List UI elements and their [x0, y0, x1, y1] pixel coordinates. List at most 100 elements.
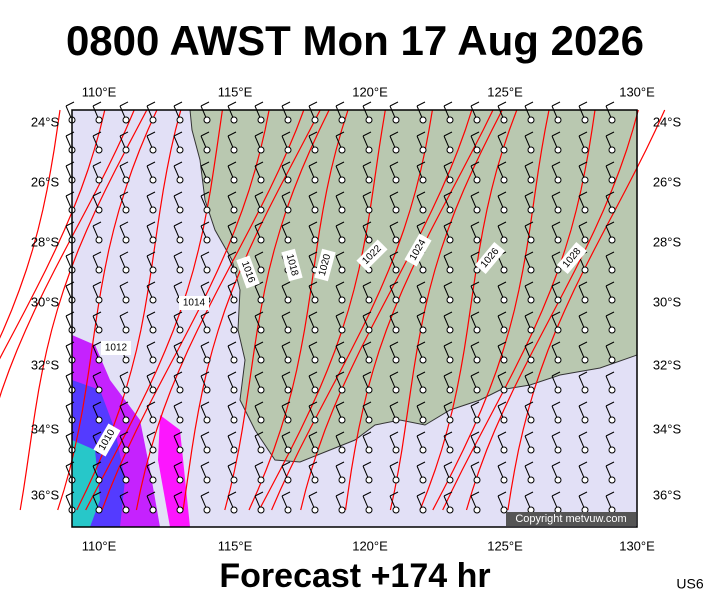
barb-station [230, 446, 238, 454]
barb-station [581, 236, 589, 244]
barb-station [500, 236, 508, 244]
barb-flag [146, 281, 156, 287]
barb-flag [497, 491, 507, 497]
barb-station [581, 116, 589, 124]
barb-flag [200, 221, 210, 227]
barb-flag [605, 371, 615, 377]
barb-station [257, 266, 265, 274]
barb-flag [200, 161, 210, 167]
barb-flag [281, 431, 291, 437]
barb-flag [335, 341, 345, 347]
barb-flag [524, 161, 534, 167]
barb-flag [308, 431, 318, 437]
barb-flag [227, 161, 237, 167]
barb-station [203, 446, 211, 454]
barb-station [527, 476, 535, 484]
barb-station [149, 236, 157, 244]
lat-label: 32°S [31, 357, 60, 372]
isobar [0, 109, 135, 399]
isobar-label-box [281, 248, 303, 282]
barb-station [311, 356, 319, 364]
barb-station [203, 326, 211, 334]
barb-station [581, 176, 589, 184]
barb-flag [92, 221, 102, 227]
barb-flag [470, 401, 480, 407]
barb-flag [146, 221, 156, 227]
barb-station [608, 356, 616, 364]
barb-flag [524, 401, 534, 407]
barb-station [176, 176, 184, 184]
model-code: US6 [676, 576, 703, 592]
barb-flag [389, 131, 399, 137]
isobar [0, 109, 61, 339]
barb-station [419, 416, 427, 424]
barb-station [581, 476, 589, 484]
barb-flag [254, 161, 264, 167]
barb-station [311, 326, 319, 334]
barb-station [176, 506, 184, 514]
barb-station [554, 116, 562, 124]
barb-flag [146, 461, 156, 467]
barb-flag [254, 371, 264, 377]
barb-station [473, 236, 481, 244]
barb-flag [605, 311, 615, 317]
barb-station [95, 476, 103, 484]
barb-flag [470, 341, 480, 347]
lat-label: 28°S [31, 234, 60, 249]
barb-station [419, 356, 427, 364]
barb-flag [497, 191, 507, 197]
barb-station [608, 176, 616, 184]
barb-station [122, 116, 130, 124]
barb-flag [578, 161, 588, 167]
barb-flag [281, 401, 291, 407]
barb-flag [308, 401, 318, 407]
barb-flag [281, 191, 291, 197]
barb-station [230, 296, 238, 304]
barb-station [122, 386, 130, 394]
barb-station [95, 236, 103, 244]
lon-label: 110°E [82, 538, 117, 553]
isobar [507, 109, 666, 511]
barb-flag [443, 251, 453, 257]
barb-station [419, 386, 427, 394]
barb-station [95, 386, 103, 394]
barb-station [500, 416, 508, 424]
barb-station [95, 176, 103, 184]
barb-flag [335, 431, 345, 437]
barb-flag [497, 281, 507, 287]
barb-station [122, 416, 130, 424]
barb-station [446, 416, 454, 424]
barb-station [419, 116, 427, 124]
barb-flag [119, 431, 129, 437]
barb-station [122, 206, 130, 214]
barb-flag [227, 221, 237, 227]
barb-station [176, 416, 184, 424]
barb-station [473, 386, 481, 394]
barb-flag [173, 221, 183, 227]
barb-station [527, 116, 535, 124]
barb-flag [173, 251, 183, 257]
barb-flag [578, 491, 588, 497]
barb-station [95, 296, 103, 304]
barb-flag [416, 371, 426, 377]
barb-flag [92, 191, 102, 197]
barb-flag [173, 431, 183, 437]
barb-flag [281, 101, 291, 107]
barb-flag [119, 191, 129, 197]
barb-flag [524, 281, 534, 287]
barb-flag [173, 491, 183, 497]
barb-station [527, 416, 535, 424]
barb-flag [119, 461, 129, 467]
isobar [224, 109, 330, 511]
barb-station [311, 116, 319, 124]
barb-flag [119, 371, 129, 377]
barb-station [257, 446, 265, 454]
barb-station [230, 326, 238, 334]
barb-flag [308, 281, 318, 287]
barb-station [203, 356, 211, 364]
barb-station [608, 326, 616, 334]
barb-flag [470, 371, 480, 377]
barb-station [581, 296, 589, 304]
isobar [271, 109, 433, 511]
barb-flag [335, 251, 345, 257]
